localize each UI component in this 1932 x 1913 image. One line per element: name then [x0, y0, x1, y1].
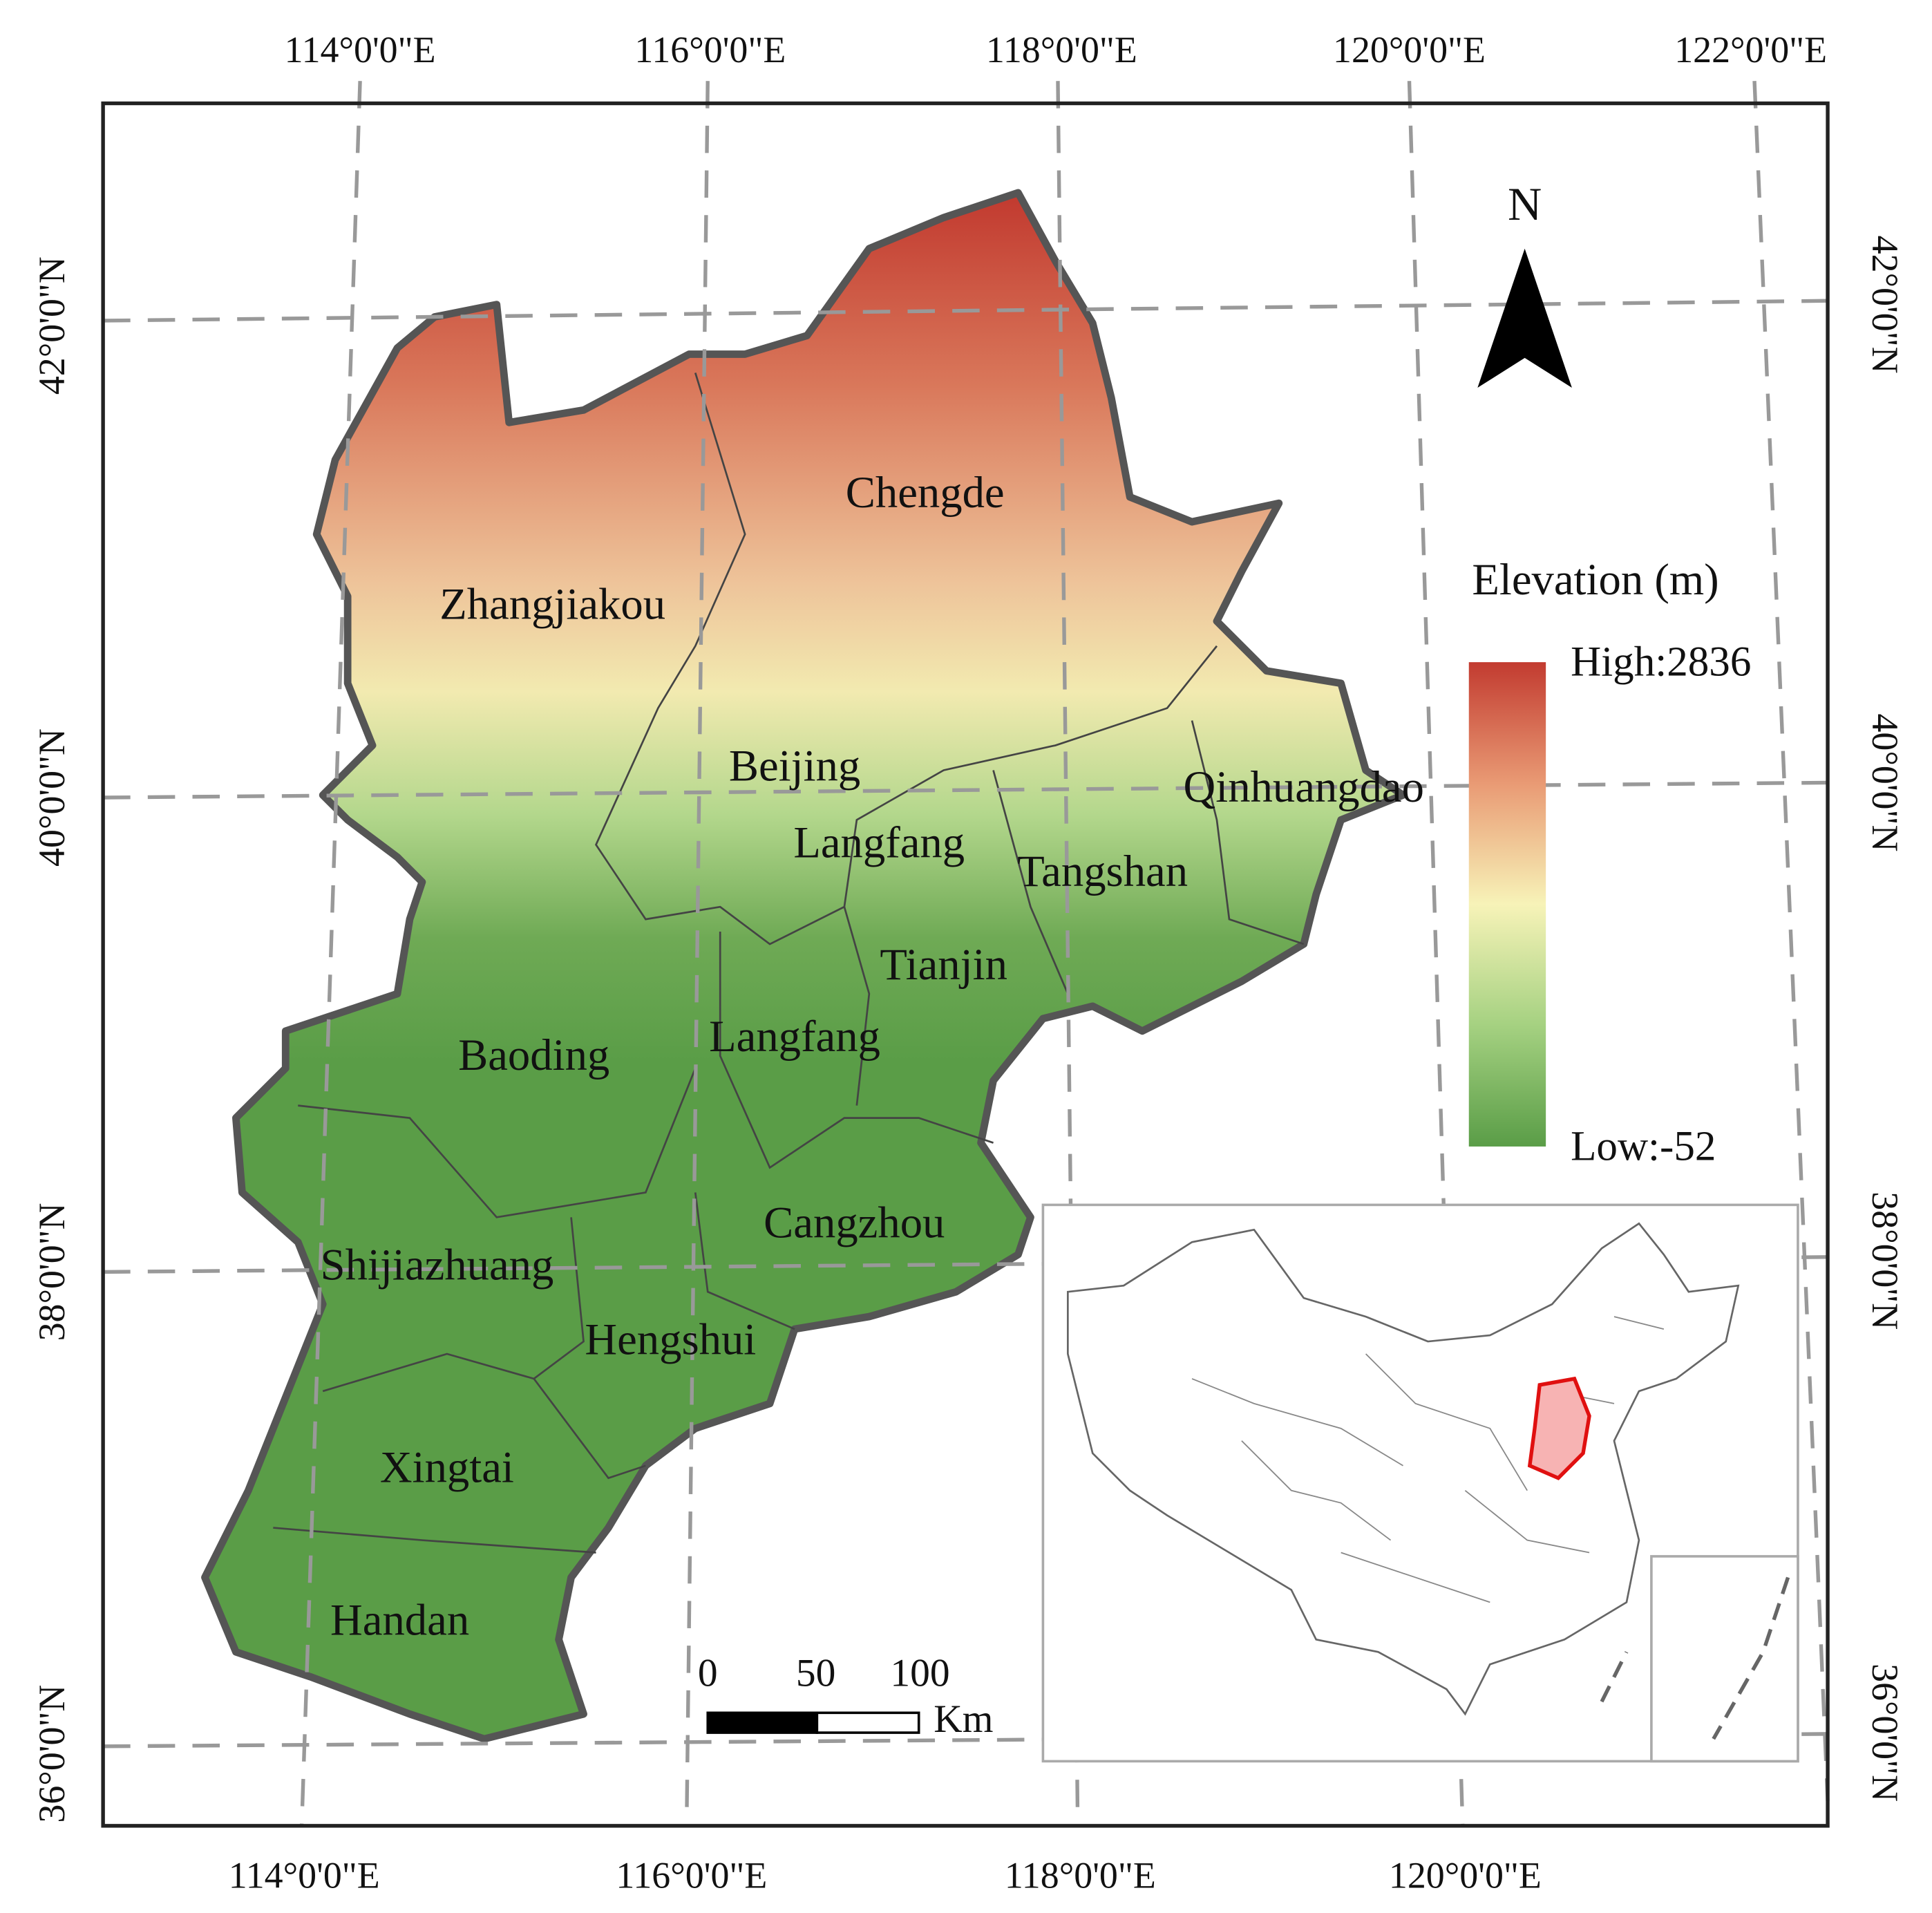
lon-label: 122°0'0"E — [1674, 29, 1827, 70]
lon-label: 118°0'0"E — [1005, 1854, 1156, 1896]
scale-bar — [815, 1711, 920, 1734]
lat-label: 36°0'0"N — [1864, 1664, 1906, 1802]
inset-map — [1041, 1203, 1799, 1763]
legend-low: Low:-52 — [1571, 1123, 1716, 1169]
lon-label: 114°0'0"E — [285, 29, 436, 70]
legend-high: High:2836 — [1571, 639, 1751, 686]
lon-label: 120°0'0"E — [1389, 1854, 1542, 1896]
lat-label: 38°0'0"N — [1864, 1191, 1906, 1330]
lat-label: 40°0'0"N — [1864, 713, 1906, 851]
city-label: Langfang — [793, 818, 965, 867]
city-label: Tangshan — [1017, 846, 1188, 896]
city-label: Zhangjiakou — [439, 579, 665, 629]
lat-label: 38°0'0"N — [31, 1203, 73, 1341]
lon-label: 120°0'0"E — [1333, 29, 1486, 70]
lon-label: 116°0'0"E — [616, 1854, 767, 1896]
city-label: Hengshui — [585, 1314, 756, 1364]
city-label: Beijing — [729, 740, 860, 790]
city-label: Handan — [330, 1595, 469, 1645]
lat-label: 42°0'0"N — [1864, 236, 1906, 374]
legend-bar — [1468, 662, 1546, 1147]
city-label: Tianjin — [880, 939, 1007, 989]
lon-label: 118°0'0"E — [986, 29, 1137, 70]
city-label: Qinhuangdao — [1184, 762, 1424, 811]
legend-title: Elevation (m) — [1472, 554, 1718, 605]
city-label: Chengde — [846, 467, 1005, 517]
north-label: N — [1508, 178, 1542, 230]
lon-label: 116°0'0"E — [634, 29, 786, 70]
scale-unit: Km — [934, 1697, 993, 1741]
frame — [101, 101, 1830, 1828]
city-label: Shijiazhuang — [321, 1240, 554, 1290]
scale-tick: 100 — [890, 1651, 949, 1695]
city-label: Xingtai — [380, 1442, 514, 1492]
scale-bar — [706, 1711, 819, 1734]
region — [201, 189, 1407, 1743]
lat-label: 40°0'0"N — [31, 728, 73, 867]
city-label: Cangzhou — [764, 1198, 945, 1247]
north-arrow — [1477, 248, 1572, 388]
scale-tick: 0 — [698, 1651, 718, 1695]
district-borders — [273, 373, 1305, 1554]
city-label: Baoding — [458, 1030, 609, 1080]
scale-tick: 50 — [796, 1651, 836, 1695]
lat-label: 42°0'0"N — [31, 256, 73, 395]
lat-label: 36°0'0"N — [31, 1685, 73, 1823]
lon-label: 114°0'0"E — [229, 1854, 380, 1896]
city-label: Langfang — [709, 1011, 880, 1061]
